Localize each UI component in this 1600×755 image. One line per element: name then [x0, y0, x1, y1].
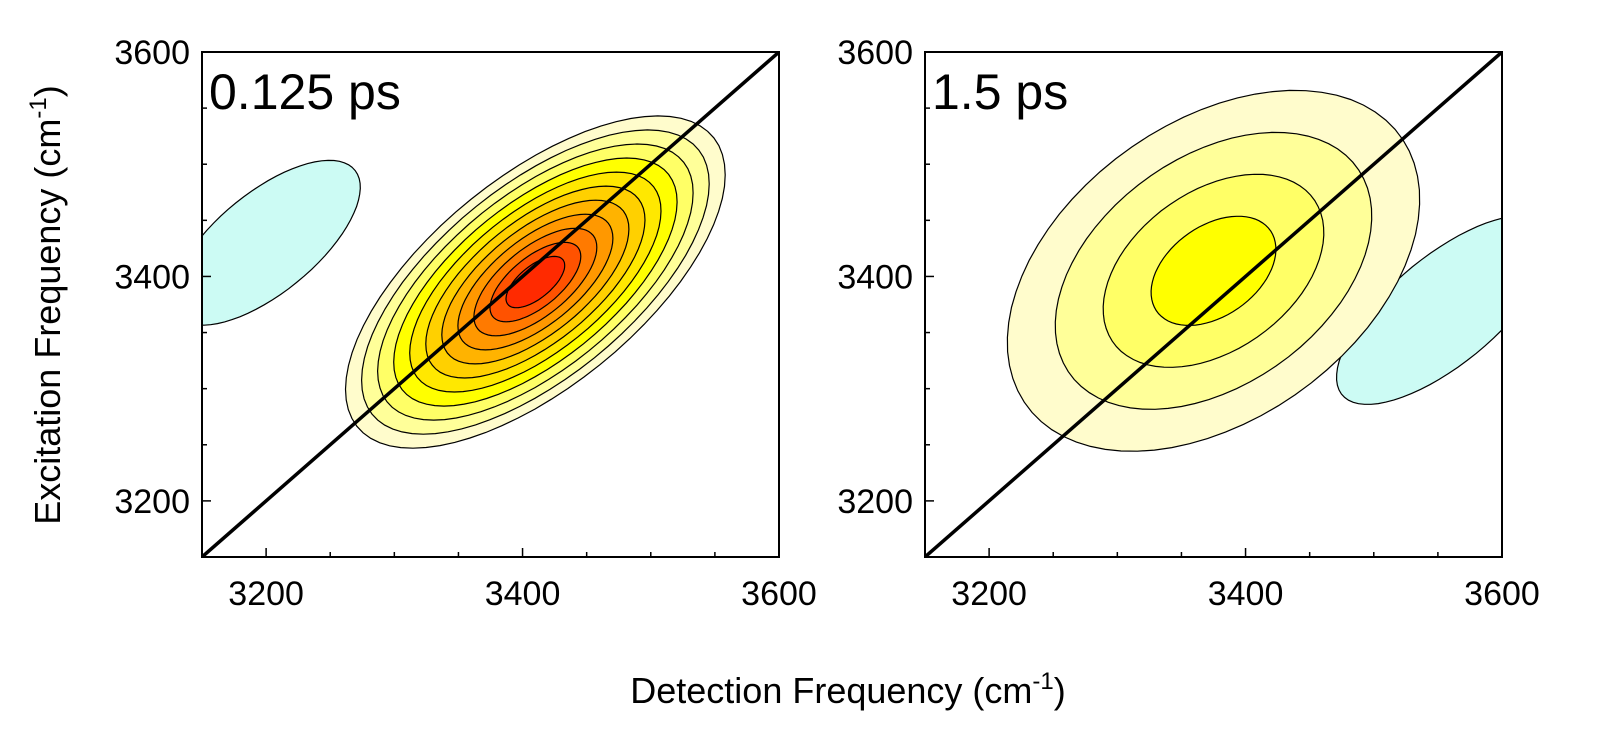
panel-left: 3200 3400 3600 3200 3400 3600 0.125 ps — [114, 34, 816, 613]
x-tick-label: 3200 — [951, 575, 1027, 613]
x-tick-label: 3600 — [1464, 575, 1540, 613]
panel-time-label: 1.5 ps — [932, 64, 1068, 120]
y-axis-title: Excitation Frequency (cm-1) — [25, 85, 68, 525]
plot-frame — [924, 51, 1503, 558]
x-axis-title-main: Detection Frequency (cm — [630, 670, 1032, 711]
y-tick-label: 3200 — [837, 483, 913, 521]
y-tick-label: 3600 — [114, 34, 190, 72]
y-tick-label: 3600 — [837, 34, 913, 72]
plot-area — [925, 52, 1502, 557]
x-tick-label: 3600 — [741, 575, 817, 613]
x-axis-title-superscript: -1 — [1032, 668, 1053, 695]
plot-area — [202, 52, 779, 557]
panel-right: 3200 3400 3600 3200 3400 3600 1.5 ps — [837, 34, 1540, 613]
negative-contour — [1335, 217, 1502, 405]
x-axis-title: Detection Frequency (cm-1) — [630, 668, 1066, 711]
x-tick-label: 3400 — [1208, 575, 1284, 613]
diagonal-line — [202, 52, 779, 557]
x-axis-title-close: ) — [1054, 670, 1066, 711]
x-tick-label: 3200 — [228, 575, 304, 613]
y-tick-label: 3400 — [114, 258, 190, 296]
y-tick-label: 3200 — [114, 483, 190, 521]
negative-contour — [202, 159, 361, 326]
y-axis-title-close: ) — [27, 85, 68, 97]
x-tick-label: 3400 — [485, 575, 561, 613]
plot-frame — [201, 51, 780, 558]
diagonal-line — [925, 52, 1502, 557]
panel-time-label: 0.125 ps — [209, 64, 401, 120]
positive-contour-level-4 — [1150, 215, 1277, 327]
y-axis-title-main: Excitation Frequency (cm — [27, 119, 68, 525]
y-tick-label: 3400 — [837, 258, 913, 296]
y-axis-title-superscript: -1 — [25, 97, 52, 118]
